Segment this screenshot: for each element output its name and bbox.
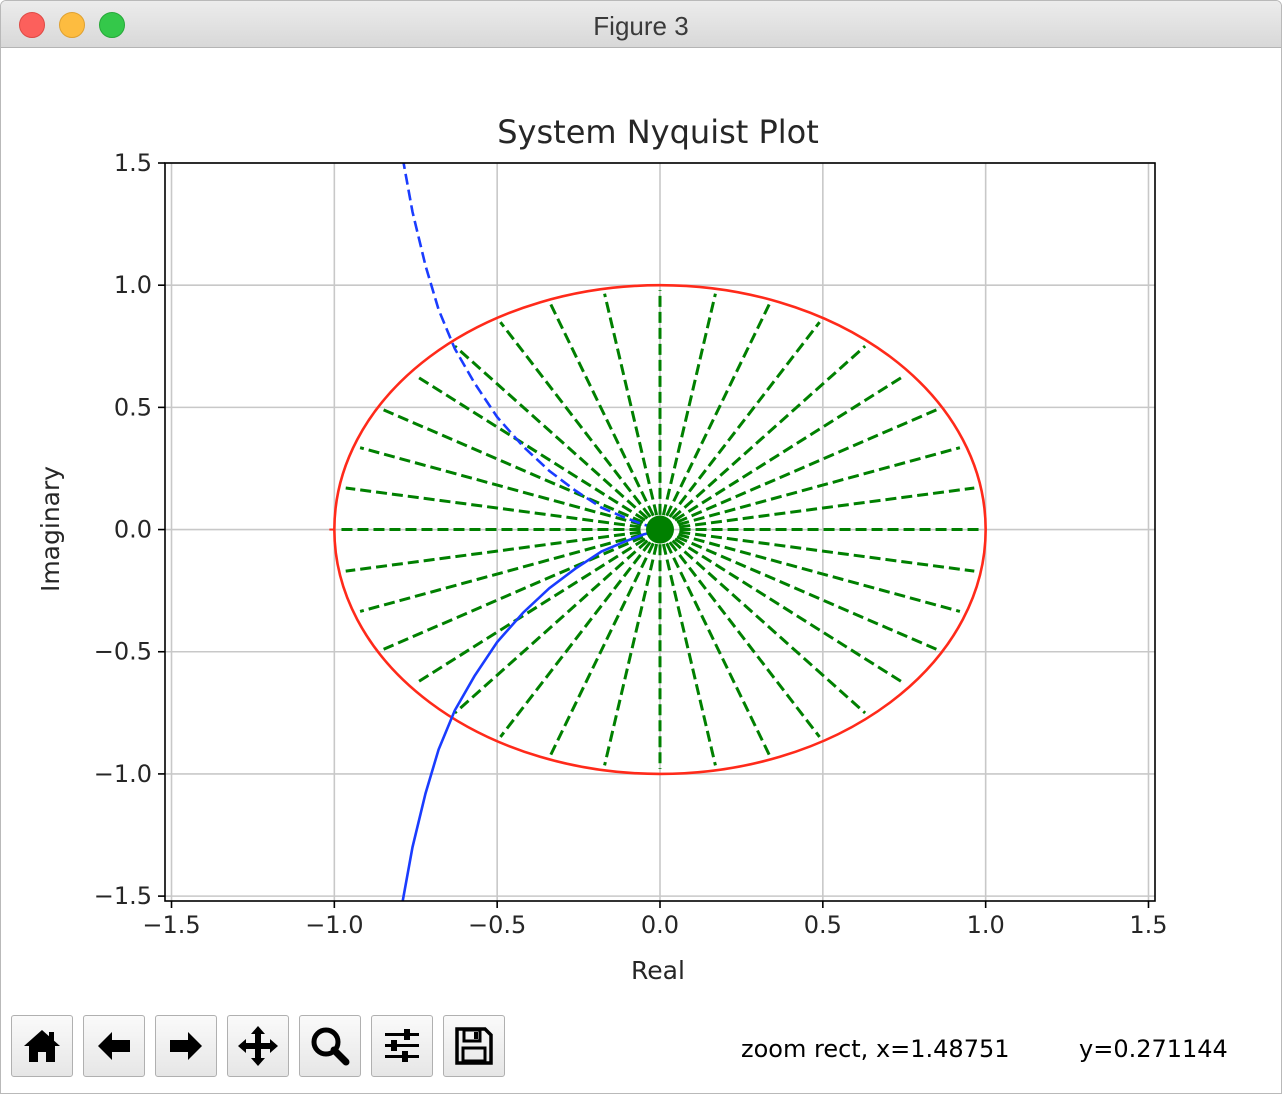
nyquist-curve [401,530,654,901]
home-icon [24,1030,60,1062]
radial-segment [603,543,659,766]
radial-segment [414,374,646,522]
figure-canvas[interactable]: −1.5 −1.0 −0.5 0.0 0.5 1.0 1.5 −1.5 −1.0 −0.5 0.0 0… [1,47,1281,1007]
radial-segment [414,537,646,685]
y-axis-label: Imaginary [36,466,65,592]
pan-button[interactable] [227,1015,289,1077]
radial-segment [359,446,643,526]
save-button[interactable] [443,1015,505,1077]
radial-segment [679,530,975,573]
magnifier-icon [311,1027,350,1066]
x-tick-label: 0.5 [804,911,842,939]
axis-ticks: −1.5 −1.0 −0.5 0.0 0.5 1.0 1.5 −1.5 −1.0 −0.5 0.0 0… [94,149,1168,939]
move-icon [238,1026,278,1066]
radial-segment [499,541,652,738]
x-tick-label: −0.5 [468,911,526,939]
window-title: Figure 3 [593,11,689,41]
radial-segment [665,542,771,756]
radial-segment [661,293,717,516]
x-axis-label: Real [631,956,685,985]
y-tick-label: 1.0 [114,271,152,299]
radial-segment [453,344,649,520]
radial-segment [549,542,655,756]
title-bar: Figure 3 [1,1,1281,48]
y-tick-label: 0.0 [114,516,152,544]
radial-segment [674,537,906,685]
minimize-button[interactable] [59,12,85,38]
radial-segment [677,446,961,526]
origin-marker [646,515,674,544]
status-coordinates-y: y=0.271144 [1079,1035,1228,1063]
radial-segment [345,486,641,529]
radial-segment [671,539,867,715]
radial-segment [668,321,821,518]
radial-segment [453,539,649,715]
x-tick-label: −1.5 [142,911,200,939]
arrow-left-icon [98,1032,130,1060]
y-tick-label: −1.0 [94,760,152,788]
forward-button[interactable] [155,1015,217,1077]
radial-segment [359,533,643,613]
radial-segment [674,374,906,522]
back-button[interactable] [83,1015,145,1077]
plot-area [329,163,987,901]
radial-segment [665,303,771,517]
sliders-icon [385,1029,419,1062]
zoom-button[interactable] [299,1015,361,1077]
x-tick-label: −1.0 [305,911,363,939]
radial-segment [677,533,961,613]
y-tick-label: 1.5 [114,149,152,177]
radial-segment [661,543,717,766]
radial-segment [499,321,652,518]
zoom-window-button[interactable] [99,12,125,38]
chart-title: System Nyquist Plot [497,113,819,151]
x-tick-label: 0.0 [641,911,679,939]
home-button[interactable] [11,1015,73,1077]
floppy-disk-icon [455,1027,493,1065]
y-tick-label: −1.5 [94,882,152,910]
radial-segment [345,530,641,573]
x-tick-label: 1.5 [1129,911,1167,939]
radial-segment [603,293,659,516]
y-tick-label: 0.5 [114,393,152,421]
close-button[interactable] [19,12,45,38]
arrow-right-icon [170,1032,202,1060]
radial-segment [679,486,975,529]
x-tick-label: 1.0 [967,911,1005,939]
status-coordinates-x: zoom rect, x=1.48751 [741,1035,1010,1063]
subplots-button[interactable] [371,1015,433,1077]
y-tick-label: −0.5 [94,638,152,666]
nyquist-mirror-curve [402,163,654,529]
radial-segment [549,303,655,517]
radial-segment [671,344,867,520]
radial-segment [668,541,821,738]
